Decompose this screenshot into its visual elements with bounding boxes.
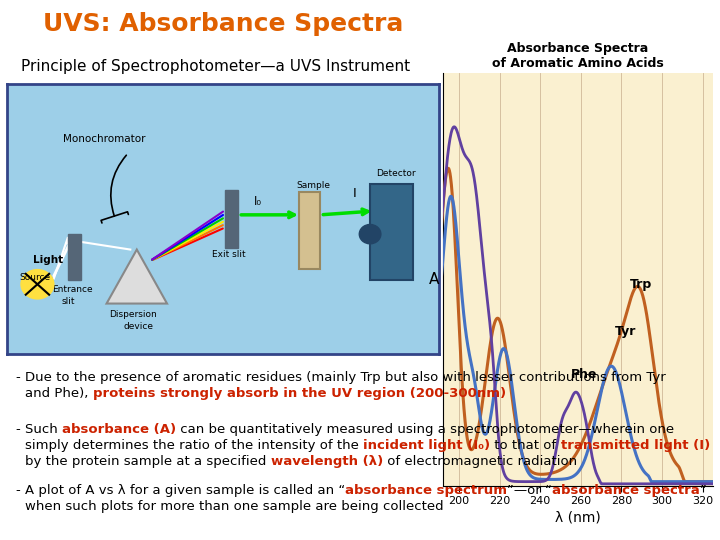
Text: proteins strongly absorb in the UV region (200-300nm): proteins strongly absorb in the UV regio… (93, 387, 505, 400)
Polygon shape (107, 249, 167, 303)
Text: -: - (15, 371, 20, 384)
Title: Absorbance Spectra
of Aromatic Amino Acids: Absorbance Spectra of Aromatic Amino Aci… (492, 42, 664, 70)
Text: absorbance spectra: absorbance spectra (552, 484, 700, 497)
Text: simply determines the ratio of the intensity of the: simply determines the ratio of the inten… (25, 438, 363, 451)
Text: Tyr: Tyr (616, 325, 636, 338)
Text: to that of: to that of (490, 438, 561, 451)
Circle shape (359, 225, 381, 244)
X-axis label: λ (nm): λ (nm) (555, 511, 600, 524)
Text: Principle of Spectrophotometer—a UVS Instrument: Principle of Spectrophotometer—a UVS Ins… (21, 59, 410, 73)
Text: I₀: I₀ (253, 195, 261, 208)
Text: incident light (I₀): incident light (I₀) (363, 438, 490, 451)
Text: can be quantitatively measured using a spectrophotometer—wherein one: can be quantitatively measured using a s… (176, 423, 674, 436)
Text: A plot of A vs λ for a given sample is called an “: A plot of A vs λ for a given sample is c… (25, 484, 345, 497)
Text: I: I (353, 187, 356, 200)
Text: -: - (15, 484, 20, 497)
Bar (370, 184, 413, 280)
Text: Phe: Phe (571, 368, 597, 381)
Text: Monochromator: Monochromator (63, 133, 146, 144)
Text: Sample: Sample (297, 181, 330, 190)
Text: by the protein sample at a specified: by the protein sample at a specified (25, 455, 271, 468)
Text: transmitted light (I): transmitted light (I) (561, 438, 710, 451)
Bar (68, 234, 81, 280)
Text: Due to the presence of aromatic residues (mainly Trp but also with lesser contri: Due to the presence of aromatic residues… (25, 371, 666, 384)
Text: slit: slit (61, 296, 75, 306)
Text: Entrance: Entrance (53, 285, 93, 294)
Text: ”: ” (700, 484, 707, 497)
Text: Light: Light (33, 255, 63, 265)
Text: -: - (15, 423, 20, 436)
Text: and Phe),: and Phe), (25, 387, 93, 400)
Text: Such: Such (25, 423, 62, 436)
Circle shape (21, 269, 54, 299)
Text: absorbance spectrum: absorbance spectrum (345, 484, 507, 497)
Bar (225, 190, 238, 248)
Text: wavelength (λ): wavelength (λ) (271, 455, 383, 468)
Text: when such plots for more than one sample are being collected: when such plots for more than one sample… (25, 500, 444, 513)
Text: of electromagnetic radiation: of electromagnetic radiation (383, 455, 577, 468)
Text: device: device (124, 322, 154, 330)
Text: Source: Source (19, 273, 51, 282)
Text: Dispersion: Dispersion (109, 310, 156, 319)
Text: UVS: Absorbance Spectra: UVS: Absorbance Spectra (43, 12, 403, 36)
Text: Exit slit: Exit slit (212, 250, 246, 259)
Bar (299, 192, 320, 269)
Y-axis label: A: A (429, 272, 440, 287)
Text: Trp: Trp (629, 279, 652, 292)
Text: Detector: Detector (377, 169, 416, 178)
Text: absorbance (A): absorbance (A) (62, 423, 176, 436)
Text: ”—or “: ”—or “ (507, 484, 552, 497)
